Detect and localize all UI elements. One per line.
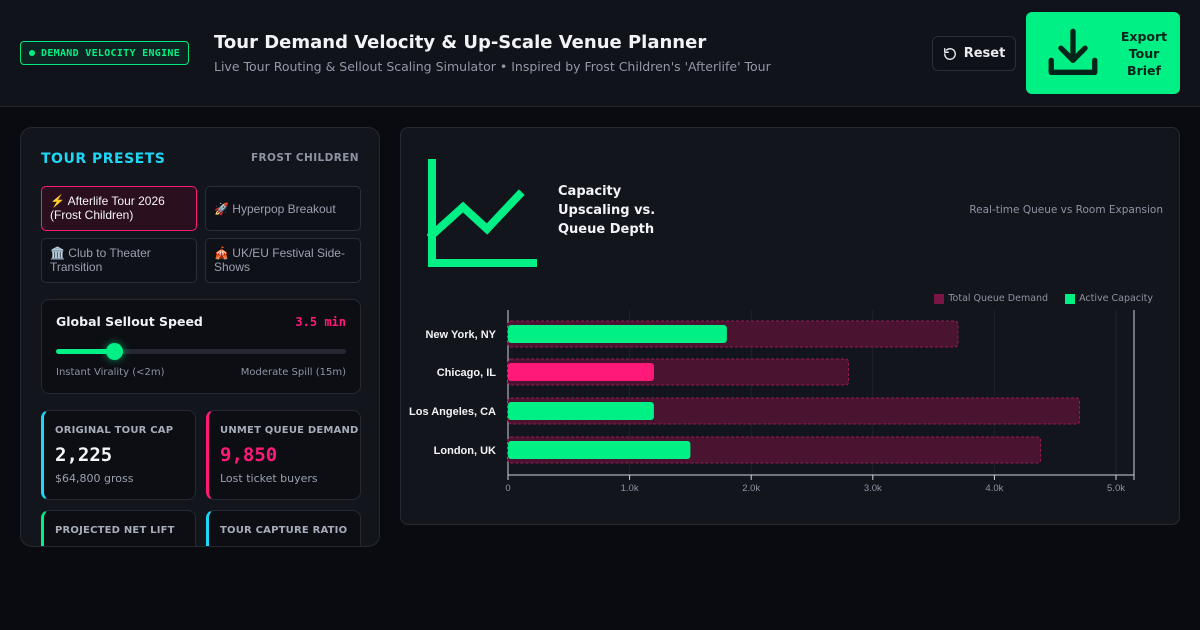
page-title: Tour Demand Velocity & Up-Scale Venue Pl… xyxy=(214,32,707,53)
slider-fill xyxy=(56,349,114,354)
stat-label: TOUR CAPTURE RATIO xyxy=(220,525,348,536)
legend-label: Total Queue Demand xyxy=(948,293,1049,304)
badge-label: DEMAND VELOCITY ENGINE xyxy=(41,47,181,59)
slider-min-label: Instant Virality (<2m) xyxy=(56,367,165,378)
stat-sub: Lost ticket buyers xyxy=(220,472,318,485)
reset-button[interactable]: Reset xyxy=(932,36,1016,71)
status-dot-icon xyxy=(29,50,35,56)
legend-swatch xyxy=(1065,293,1076,304)
stat-tour-capture-ratio: TOUR CAPTURE RATIO xyxy=(206,510,361,546)
reset-icon xyxy=(943,47,956,60)
y-tick-label: Los Angeles, CA xyxy=(409,406,496,418)
stat-original-tour-cap: ORIGINAL TOUR CAP 2,225 $64,800 gross xyxy=(41,410,196,500)
reset-label: Reset xyxy=(963,46,1006,61)
download-icon xyxy=(1048,28,1098,75)
legend-swatch xyxy=(934,293,945,304)
legend-label: Active Capacity xyxy=(1079,293,1153,304)
y-tick-label: Chicago, IL xyxy=(437,367,497,379)
bar-active-capacity xyxy=(508,402,654,420)
chart-caption: Real-time Queue vs Room Expansion xyxy=(969,204,1163,216)
x-tick-label: 1.0k xyxy=(621,483,639,494)
slider-thumb[interactable] xyxy=(106,343,123,360)
stat-unmet-queue-demand: UNMET QUEUE DEMAND 9,850 Lost ticket buy… xyxy=(206,410,361,500)
x-tick-label: 3.0k xyxy=(864,483,882,494)
stat-sub: $64,800 gross xyxy=(55,472,134,485)
bar-active-capacity xyxy=(508,441,691,459)
y-tick-label: London, UK xyxy=(434,445,496,457)
bar-active-capacity xyxy=(508,325,727,343)
stat-value: 2,225 xyxy=(55,444,113,466)
speed-title: Global Sellout Speed xyxy=(56,314,203,329)
export-label: Export Tour Brief xyxy=(1120,28,1168,78)
stat-label: UNMET QUEUE DEMAND xyxy=(220,425,359,436)
stat-value: 9,850 xyxy=(220,444,278,466)
legend-item-queue[interactable]: Total Queue Demand xyxy=(934,293,1048,304)
stat-projected-net-lift: PROJECTED NET LIFT xyxy=(41,510,196,546)
y-tick-label: New York, NY xyxy=(425,329,496,341)
presets-title: TOUR PRESETS xyxy=(41,151,166,167)
x-tick-label: 5.0k xyxy=(1107,483,1125,494)
chart-legend: Total Queue Demand Active Capacity xyxy=(934,293,1153,304)
stat-label: PROJECTED NET LIFT xyxy=(55,525,175,536)
stat-label: ORIGINAL TOUR CAP xyxy=(55,425,174,436)
preset-afterlife-tour[interactable]: ⚡ Afterlife Tour 2026 (Frost Children) xyxy=(41,186,197,231)
preset-uk-eu-festival[interactable]: 🎪 UK/EU Festival Side-Shows xyxy=(205,238,361,283)
app-header: DEMAND VELOCITY ENGINE Tour Demand Veloc… xyxy=(0,0,1200,107)
tour-presets-panel: TOUR PRESETS FROST CHILDREN ⚡ Afterlife … xyxy=(20,127,380,547)
engine-badge: DEMAND VELOCITY ENGINE xyxy=(20,41,190,65)
x-tick-label: 2.0k xyxy=(742,483,760,494)
sellout-speed-slider[interactable] xyxy=(56,343,346,360)
speed-value: 3.5 min xyxy=(295,315,346,329)
capacity-bar-chart: 0 1.0k 2.0k 3.0k 4.0k 5.0k New York, NY Chicago… xyxy=(409,310,1135,494)
bar-active-capacity xyxy=(508,363,654,381)
line-chart-icon xyxy=(427,159,537,267)
slider-max-label: Moderate Spill (15m) xyxy=(240,367,346,378)
artist-label: FROST CHILDREN xyxy=(250,152,359,164)
x-tick-label: 0 xyxy=(505,483,510,494)
preset-club-to-theater[interactable]: 🏛️ Club to Theater Transition xyxy=(41,238,197,283)
capacity-chart-panel: Capacity Upscaling vs. Queue Depth Real-… xyxy=(400,127,1180,525)
page-subtitle: Live Tour Routing & Sellout Scaling Simu… xyxy=(214,59,771,74)
export-tour-brief-button[interactable]: Export Tour Brief xyxy=(1026,12,1180,94)
preset-hyperpop-breakout[interactable]: 🚀 Hyperpop Breakout xyxy=(205,186,361,231)
chart-title: Capacity Upscaling vs. Queue Depth xyxy=(558,184,656,237)
sellout-speed-control: Global Sellout Speed 3.5 min Instant Vir… xyxy=(41,299,361,394)
legend-item-capacity[interactable]: Active Capacity xyxy=(1065,293,1153,304)
x-tick-label: 4.0k xyxy=(985,483,1003,494)
